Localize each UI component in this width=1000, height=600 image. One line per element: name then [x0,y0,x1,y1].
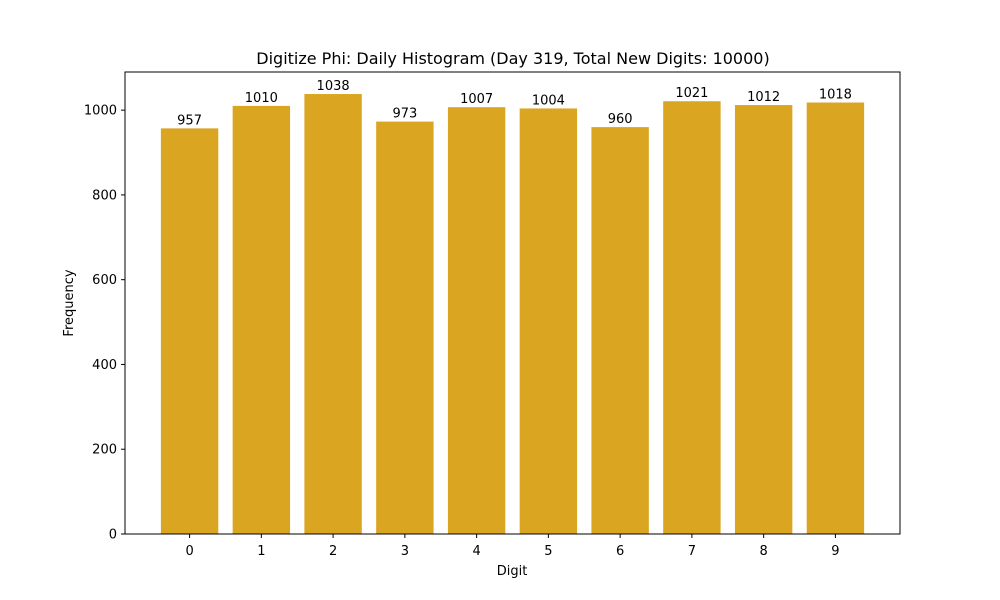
bar-digit-9 [806,102,865,535]
chart-title: Digitize Phi: Daily Histogram (Day 319, … [256,49,769,68]
data-label: 960 [608,112,633,127]
y-tick-label: 0 [109,528,117,543]
data-label: 973 [392,107,417,122]
data-label: 1007 [460,92,493,107]
x-tick-label: 4 [472,544,480,559]
y-tick-label: 800 [92,188,117,203]
bar-digit-7 [663,101,721,534]
data-label: 1018 [819,88,852,103]
bars-layer [160,94,865,535]
data-label: 1038 [317,79,350,94]
bar-digit-8 [734,105,793,534]
x-tick-label: 3 [401,544,409,559]
bar-digit-3 [376,121,434,535]
plot-frame [124,71,901,535]
y-axis-ticks: 0 200 400 600 800 1000 [84,104,125,543]
x-axis-label: Digit [497,564,528,579]
data-label: 1010 [245,91,278,106]
x-tick-label: 7 [688,544,696,559]
bar-digit-0 [160,128,219,534]
bar-digit-5 [519,108,578,534]
x-tick-label: 2 [329,544,337,559]
y-tick-label: 200 [92,443,117,458]
bar-digit-2 [304,94,362,534]
x-tick-label: 9 [831,544,839,559]
x-tick-label: 5 [544,544,552,559]
x-tick-label: 0 [185,544,193,559]
bar-digit-4 [447,107,506,535]
data-label: 1004 [532,93,565,108]
data-label: 957 [177,113,202,128]
data-label: 1021 [675,86,708,101]
x-axis-ticks: 0 1 2 3 4 5 6 7 8 9 [185,534,840,559]
x-tick-label: 8 [760,544,768,559]
x-tick-label: 1 [257,544,265,559]
data-labels-layer: 957 1010 1038 973 1007 1004 960 1021 1012 1018 [177,79,852,128]
y-tick-label: 400 [92,358,117,373]
y-axis-label: Frequency [62,269,77,336]
bar-digit-1 [232,105,291,534]
bar-digit-6 [591,127,649,534]
data-label: 1012 [747,90,780,105]
y-tick-label: 1000 [84,104,117,119]
y-tick-label: 600 [92,273,117,288]
x-tick-label: 6 [616,544,624,559]
